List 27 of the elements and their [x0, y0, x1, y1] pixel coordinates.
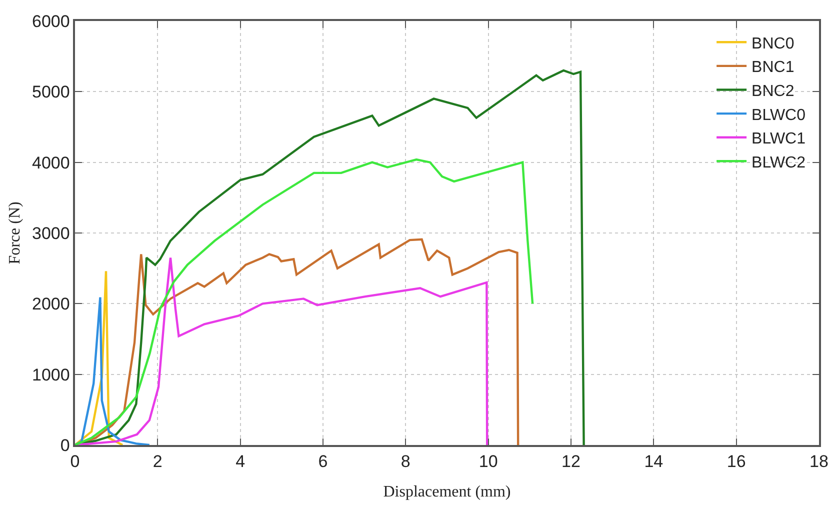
y-axis-title: Force (N)	[6, 202, 24, 264]
x-tick-label: 14	[644, 452, 664, 472]
y-tick-label: 5000	[32, 82, 70, 102]
x-tick-label: 10	[478, 452, 498, 472]
legend-label: BLWC2	[752, 154, 806, 172]
x-tick-label: 18	[810, 452, 828, 472]
y-tick-label: 0	[60, 436, 70, 455]
legend-label: BLWC0	[752, 106, 806, 124]
y-tick-label: 4000	[32, 153, 70, 172]
x-tick-label: 4	[236, 452, 246, 472]
y-tick-label: 3000	[32, 224, 70, 243]
line-series	[75, 270, 124, 445]
y-tick-label: 1000	[32, 365, 70, 384]
legend-label: BNC1	[752, 59, 794, 76]
x-tick-label: 16	[726, 452, 746, 472]
line-series	[75, 158, 534, 445]
x-tick-label: 12	[562, 452, 580, 472]
x-tick-label: 2	[152, 452, 162, 472]
y-tick-label: 2000	[32, 294, 70, 314]
x-tick-label: 8	[400, 452, 410, 472]
legend-label: BNC0	[752, 35, 794, 52]
legend-label: BNC2	[752, 82, 794, 100]
x-axis-title: Displacement (mm)	[383, 483, 511, 500]
legend-label: BLWC1	[752, 130, 806, 148]
x-tick-label: 6	[318, 452, 328, 472]
y-tick-label: 6000	[32, 12, 70, 31]
line-series	[75, 296, 150, 445]
